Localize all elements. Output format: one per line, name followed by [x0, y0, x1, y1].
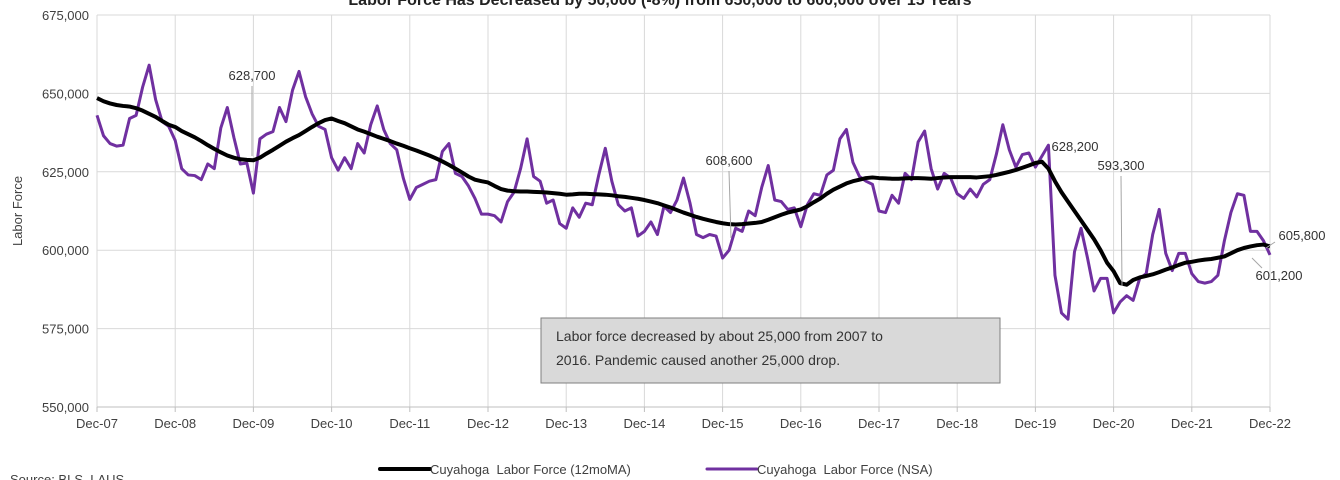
- x-tick-label: Dec-19: [1014, 416, 1056, 431]
- chart-title: Labor Force Has Decreased by 50,000 (-8%…: [348, 0, 971, 9]
- x-tick-label: Dec-20: [1093, 416, 1135, 431]
- legend-label: Cuyahoga Labor Force (NSA): [757, 462, 933, 477]
- annotation-leader: [1265, 241, 1276, 249]
- y-tick-label: 575,000: [42, 322, 89, 337]
- x-tick-label: Dec-14: [623, 416, 665, 431]
- annotation: 593,300: [1098, 158, 1145, 173]
- source: Source: BLS, LAUS: [10, 472, 124, 480]
- x-tick-label: Dec-10: [311, 416, 353, 431]
- x-tick-label: Dec-08: [154, 416, 196, 431]
- x-tick-label: Dec-13: [545, 416, 587, 431]
- y-tick-label: 600,000: [42, 243, 89, 258]
- x-tick-label: Dec-11: [389, 416, 430, 431]
- y-tick-label: 625,000: [42, 165, 89, 180]
- annotation: 601,200: [1256, 268, 1303, 283]
- series-line: [96, 96, 1271, 287]
- annotation-leader: [728, 170, 732, 239]
- annotation-leader: [1120, 175, 1123, 287]
- lines: [95, 63, 1272, 321]
- annotation: 608,600: [706, 153, 753, 168]
- y-axis-label: Labor Force: [10, 176, 25, 246]
- x-tick-label: Dec-09: [232, 416, 274, 431]
- legend-label: Cuyahoga Labor Force (12moMA): [430, 462, 631, 477]
- y-tick-label: 675,000: [42, 8, 89, 23]
- x-tick-label: Dec-07: [76, 416, 118, 431]
- x-tick-label: Dec-16: [780, 416, 822, 431]
- note-text: Labor force decreased by about 25,000 fr…: [556, 328, 883, 368]
- annotation: 605,800: [1279, 228, 1326, 243]
- labels: Dec-07 Dec-08 Dec-09 Dec-10 Dec-11 Dec-12 Dec-…: [42, 8, 1326, 477]
- note-line: 2016. Pandemic caused another 25,000 dro…: [556, 352, 840, 368]
- x-tick-label: Dec-18: [936, 416, 978, 431]
- x-tick-label: Dec-21: [1171, 416, 1213, 431]
- x-tick-label: Dec-15: [702, 416, 744, 431]
- annotation: 628,200: [1052, 139, 1099, 154]
- annotation-leader: [1251, 257, 1263, 269]
- annotation: 628,700: [229, 68, 276, 83]
- note-box: [540, 317, 1001, 384]
- series-line: [95, 63, 1272, 321]
- y-tick-label: 550,000: [42, 400, 89, 415]
- note-line: Labor force decreased by about 25,000 fr…: [556, 328, 883, 344]
- x-tick-label: Dec-17: [858, 416, 900, 431]
- x-tick-label: Dec-22: [1249, 416, 1291, 431]
- y-tick-label: 650,000: [42, 86, 89, 101]
- x-tick-label: Dec-12: [467, 416, 509, 431]
